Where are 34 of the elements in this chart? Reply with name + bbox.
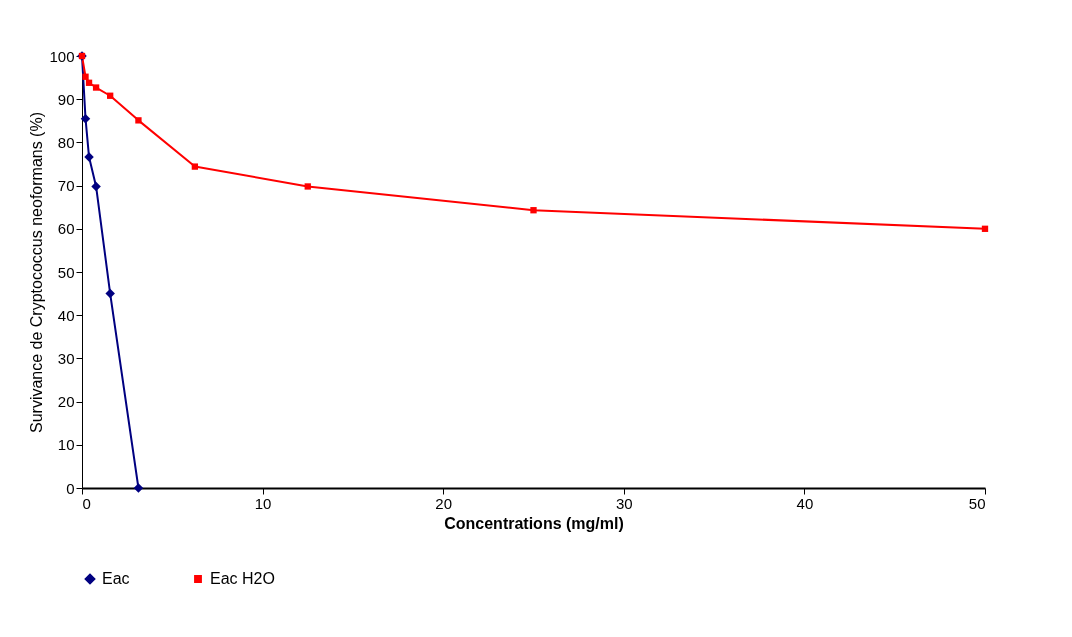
point xyxy=(530,207,537,214)
legend-label: Eac xyxy=(102,570,130,587)
point xyxy=(85,79,93,86)
point xyxy=(191,163,199,170)
point xyxy=(91,181,101,192)
y-tick-label: 30 xyxy=(57,349,75,367)
legend-label: Eac H2O xyxy=(210,570,275,587)
y-tick-label: 60 xyxy=(57,220,75,238)
x-axis-title: Concentrations (mg/ml) xyxy=(444,514,624,532)
y-tick-label: 70 xyxy=(57,177,75,195)
point xyxy=(82,73,89,80)
x-tick-label: 10 xyxy=(254,494,272,512)
point xyxy=(133,483,144,493)
point xyxy=(105,288,115,299)
point xyxy=(107,92,114,99)
x-tick-label: 20 xyxy=(435,494,453,512)
point xyxy=(135,117,142,124)
point xyxy=(981,225,989,232)
y-tick-label: 90 xyxy=(57,90,75,108)
x-tick-label: 30 xyxy=(615,494,633,512)
y-tick-label: 0 xyxy=(66,479,75,497)
y-tick-label: 40 xyxy=(57,306,75,324)
x-tick-label: 50 xyxy=(968,494,986,512)
point xyxy=(92,84,100,91)
y-tick-label: 100 xyxy=(49,47,75,65)
y-tick-label: 10 xyxy=(57,436,75,454)
y-tick-label: 50 xyxy=(57,263,75,281)
y-axis-title: Survivance de Cryptococcus neoformans (%) xyxy=(28,111,46,434)
point xyxy=(304,183,311,190)
point xyxy=(80,113,91,124)
y-tick-label: 80 xyxy=(57,133,75,151)
x-tick-label: 40 xyxy=(796,494,814,512)
y-tick-label: 20 xyxy=(57,393,75,411)
x-tick-label: 0 xyxy=(82,494,91,512)
